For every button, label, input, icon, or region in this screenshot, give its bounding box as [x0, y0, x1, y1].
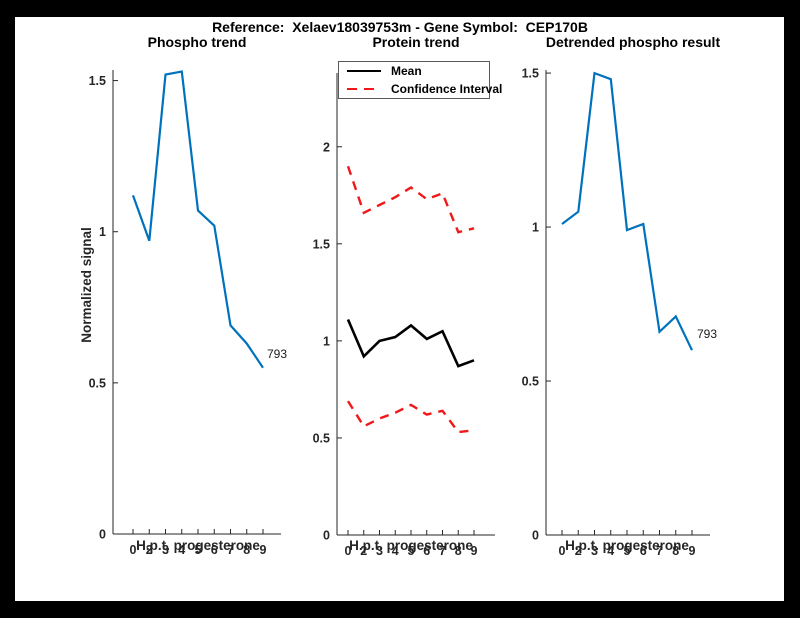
phospho-end-point-label: 793: [267, 347, 288, 361]
x-tick-label: 2: [146, 543, 153, 557]
x-tick-label: 5: [195, 543, 202, 557]
mean-line-sample-icon: [347, 70, 381, 72]
y-tick-label: 0: [323, 529, 330, 543]
x-tick-label: 8: [243, 543, 250, 557]
legend-label-mean: Mean: [391, 64, 422, 78]
x-tick-label: 7: [656, 544, 663, 558]
x-tick-label: 5: [408, 544, 415, 558]
x-tick-label: 9: [689, 544, 696, 558]
y-tick-label: 0.5: [522, 375, 539, 389]
detrended-end-point-label: 793: [697, 327, 718, 341]
y-tick-label: 0: [532, 529, 539, 543]
y-tick-label: 1: [99, 225, 106, 239]
y-tick-label: 1: [323, 334, 330, 348]
y-tick-label: 1.5: [89, 74, 106, 88]
legend-box: Mean Confidence Interval: [338, 61, 502, 99]
phospho-signal-line: [131, 70, 264, 369]
x-tick-label: 4: [178, 543, 185, 557]
y-tick-label: 1: [532, 221, 539, 235]
x-tick-label: 4: [607, 544, 614, 558]
y-axis-label: Normalized signal: [79, 227, 94, 343]
y-tick-label: 0.5: [313, 431, 330, 445]
subplot-detrended-title: Detrended phospho result: [545, 34, 721, 50]
legend-entry-confidence-interval: Confidence Interval: [347, 82, 502, 96]
x-tick-label: 7: [227, 543, 234, 557]
x-tick-label: 9: [471, 544, 478, 558]
x-tick-label: 0: [345, 544, 352, 558]
x-axis-label-phospho: H.p.t. progesterone: [136, 538, 260, 553]
x-tick-label: 9: [260, 543, 267, 557]
detrended-phospho-line: [561, 71, 693, 351]
x-tick-label: 3: [376, 544, 383, 558]
x-tick-label: 5: [624, 544, 631, 558]
x-tick-label: 8: [672, 544, 679, 558]
y-tick-label: 2: [323, 140, 330, 154]
x-tick-label: 3: [162, 543, 169, 557]
x-tick-label: 6: [640, 544, 647, 558]
x-tick-label: 2: [360, 544, 367, 558]
subplot-protein-title: Protein trend: [372, 34, 460, 50]
mean-line: [346, 318, 475, 368]
x-tick-label: 3: [591, 544, 598, 558]
x-tick-label: 2: [575, 544, 582, 558]
x-tick-label: 0: [130, 543, 137, 557]
x-tick-label: 6: [211, 543, 218, 557]
y-tick-label: 0.5: [89, 376, 106, 390]
x-tick-label: 6: [423, 544, 430, 558]
y-tick-label: 1.5: [313, 237, 330, 251]
confidence-interval-line-sample-icon: [347, 87, 381, 91]
confidence-lower-line: [346, 400, 475, 434]
y-tick-label: 1.5: [522, 67, 539, 81]
legend-entry-mean: Mean: [347, 64, 481, 78]
subplot-phospho-title: Phospho trend: [147, 34, 247, 50]
x-axis-label-detrended: H.p.t. progesterone: [565, 538, 689, 553]
x-tick-label: 7: [439, 544, 446, 558]
legend-label-confidence-interval: Confidence Interval: [391, 82, 503, 96]
x-tick-label: 8: [455, 544, 462, 558]
y-tick-label: 0: [99, 528, 106, 542]
x-axis-label-protein: H.p.t. progesterone: [349, 538, 473, 553]
x-tick-label: 0: [559, 544, 566, 558]
x-tick-label: 4: [392, 544, 399, 558]
confidence-upper-line: [346, 165, 475, 234]
figure-title: Reference: Xelaev18039753m - Gene Symbol…: [212, 19, 588, 35]
